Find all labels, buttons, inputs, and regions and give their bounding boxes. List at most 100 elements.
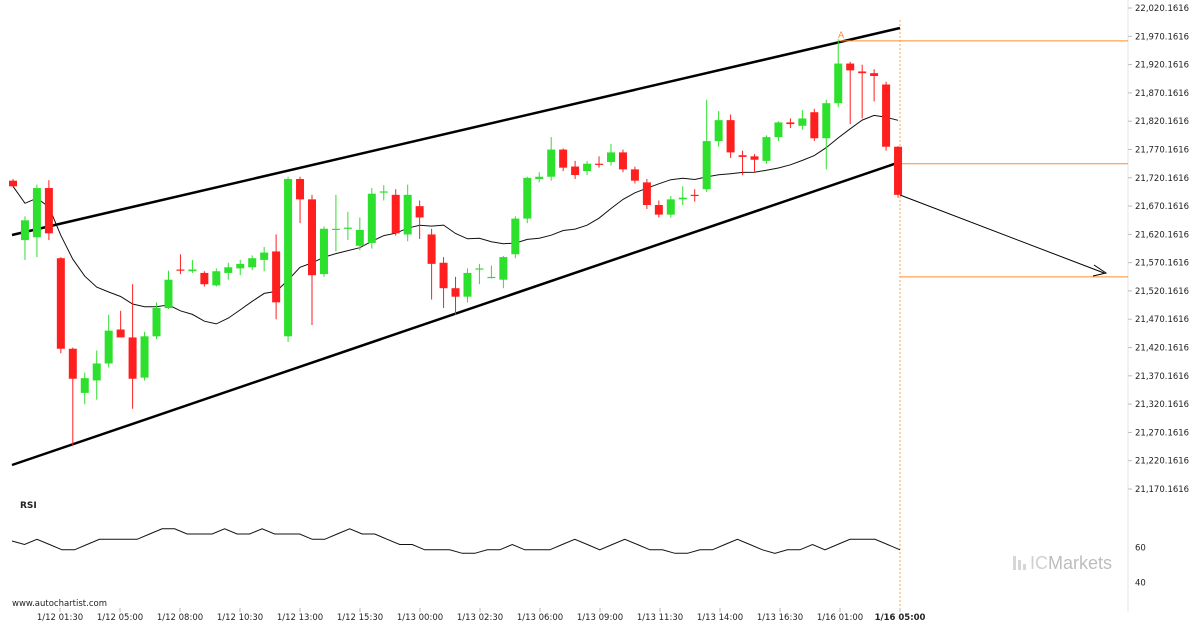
bullish-candle bbox=[583, 160, 592, 176]
bullish-candle bbox=[475, 263, 484, 285]
candle-body bbox=[451, 288, 460, 297]
bullish-candle bbox=[463, 268, 472, 303]
candle-body bbox=[774, 122, 783, 138]
candle-body bbox=[762, 137, 771, 161]
x-tick-label: 1/13 14:00 bbox=[697, 613, 743, 623]
bearish-candle bbox=[116, 310, 125, 338]
time-axis: 1/12 01:30 1/12 05:00 1/12 08:00 1/12 10:30… bbox=[37, 608, 926, 623]
bearish-candle bbox=[894, 146, 903, 198]
candle-body bbox=[415, 206, 424, 218]
candle-body bbox=[200, 272, 209, 285]
y-tick-label: 21,470.1616 bbox=[1135, 315, 1189, 325]
bullish-candle bbox=[32, 184, 41, 258]
upper-channel-line bbox=[11, 26, 901, 237]
candle-body bbox=[750, 156, 759, 160]
bullish-candle bbox=[140, 331, 149, 381]
candle-body bbox=[128, 337, 137, 379]
y-tick-label: 21,370.1616 bbox=[1135, 372, 1189, 382]
bullish-candle bbox=[607, 143, 615, 166]
bearish-candle bbox=[44, 180, 53, 241]
candle-body bbox=[9, 180, 17, 187]
candle-body bbox=[308, 199, 316, 276]
candle-body bbox=[92, 363, 101, 381]
candle-body bbox=[523, 177, 532, 219]
candle-body bbox=[236, 263, 245, 269]
bearish-candle bbox=[559, 148, 568, 172]
bullish-candle bbox=[511, 216, 520, 259]
x-tick-label: 1/16 05:00 bbox=[875, 613, 926, 623]
bearish-candle bbox=[786, 118, 795, 129]
y-tick-label: 22,020.1616 bbox=[1135, 4, 1189, 14]
candle-body bbox=[714, 120, 723, 142]
bullish-candle bbox=[152, 302, 161, 340]
candle-body bbox=[858, 71, 867, 74]
y-tick-label: 21,920.1616 bbox=[1135, 61, 1189, 71]
candle-body bbox=[104, 330, 113, 364]
bullish-candle bbox=[523, 176, 532, 224]
source-credit: www.autochartist.com bbox=[12, 599, 107, 609]
y-tick-label: 21,820.1616 bbox=[1135, 117, 1189, 127]
bearish-candle bbox=[56, 257, 65, 354]
x-tick-label: 1/12 15:30 bbox=[337, 613, 383, 623]
rsi-tick-label: 40 bbox=[1135, 579, 1146, 589]
candle-body bbox=[20, 220, 29, 241]
candle-body bbox=[224, 267, 233, 273]
y-tick-label: 21,270.1616 bbox=[1135, 428, 1189, 438]
svg-text:ICMarkets: ICMarkets bbox=[1030, 553, 1112, 573]
x-tick-label: 1/13 16:30 bbox=[757, 613, 803, 623]
candle-body bbox=[487, 276, 496, 279]
bearish-candle bbox=[654, 200, 663, 218]
bullish-candle bbox=[487, 265, 496, 279]
y-tick-label: 21,620.1616 bbox=[1135, 230, 1189, 240]
bullish-candle bbox=[319, 226, 328, 277]
candle-body bbox=[379, 191, 388, 193]
bullish-candle bbox=[20, 216, 29, 260]
bullish-candle bbox=[284, 176, 293, 342]
price-axis: 22,020.1616 21,970.1616 21,920.1616 21,870.… bbox=[1128, 4, 1189, 495]
candle-body bbox=[331, 228, 340, 230]
bullish-candle bbox=[547, 137, 556, 181]
bullish-candle bbox=[188, 259, 197, 273]
bullish-candle bbox=[80, 372, 89, 405]
candle-body bbox=[810, 112, 819, 139]
y-tick-label: 21,670.1616 bbox=[1135, 202, 1189, 212]
bullish-candle bbox=[822, 99, 831, 170]
candle-body bbox=[80, 378, 89, 393]
candle-body bbox=[367, 193, 376, 243]
bullish-candle bbox=[666, 195, 675, 218]
candle-body bbox=[212, 271, 221, 286]
candle-body bbox=[559, 149, 568, 168]
x-tick-label: 1/12 08:00 bbox=[157, 613, 203, 623]
bullish-candle bbox=[331, 194, 340, 252]
y-tick-label: 21,320.1616 bbox=[1135, 400, 1189, 410]
candle-body bbox=[882, 84, 891, 147]
candle-body bbox=[834, 63, 843, 104]
bearish-candle bbox=[750, 154, 759, 173]
ic-markets-logo: ICMarkets bbox=[1013, 553, 1112, 573]
x-tick-label: 1/12 05:00 bbox=[97, 613, 143, 623]
candle-body bbox=[607, 152, 615, 163]
candle-body bbox=[690, 194, 699, 197]
bullish-candle bbox=[92, 350, 101, 400]
y-tick-label: 21,570.1616 bbox=[1135, 259, 1189, 269]
candle-body bbox=[152, 308, 161, 337]
candle-body bbox=[176, 269, 185, 271]
bullish-candle bbox=[403, 184, 412, 242]
candle-body bbox=[391, 194, 400, 234]
bearish-candle bbox=[642, 178, 651, 209]
bearish-candle bbox=[296, 176, 305, 224]
y-tick-label: 21,520.1616 bbox=[1135, 287, 1189, 297]
x-tick-label: 1/13 09:00 bbox=[577, 613, 623, 623]
bearish-candle bbox=[595, 156, 604, 168]
rsi-line bbox=[11, 528, 901, 554]
rsi-title: RSI bbox=[20, 501, 37, 511]
candle-body bbox=[56, 258, 65, 349]
candle-body bbox=[164, 279, 173, 309]
candle-body bbox=[272, 251, 281, 303]
candle-body bbox=[427, 234, 436, 264]
bullish-candle bbox=[834, 39, 843, 108]
candle-body bbox=[595, 163, 604, 165]
bullish-candle bbox=[224, 262, 233, 280]
bullish-candle bbox=[367, 188, 376, 249]
